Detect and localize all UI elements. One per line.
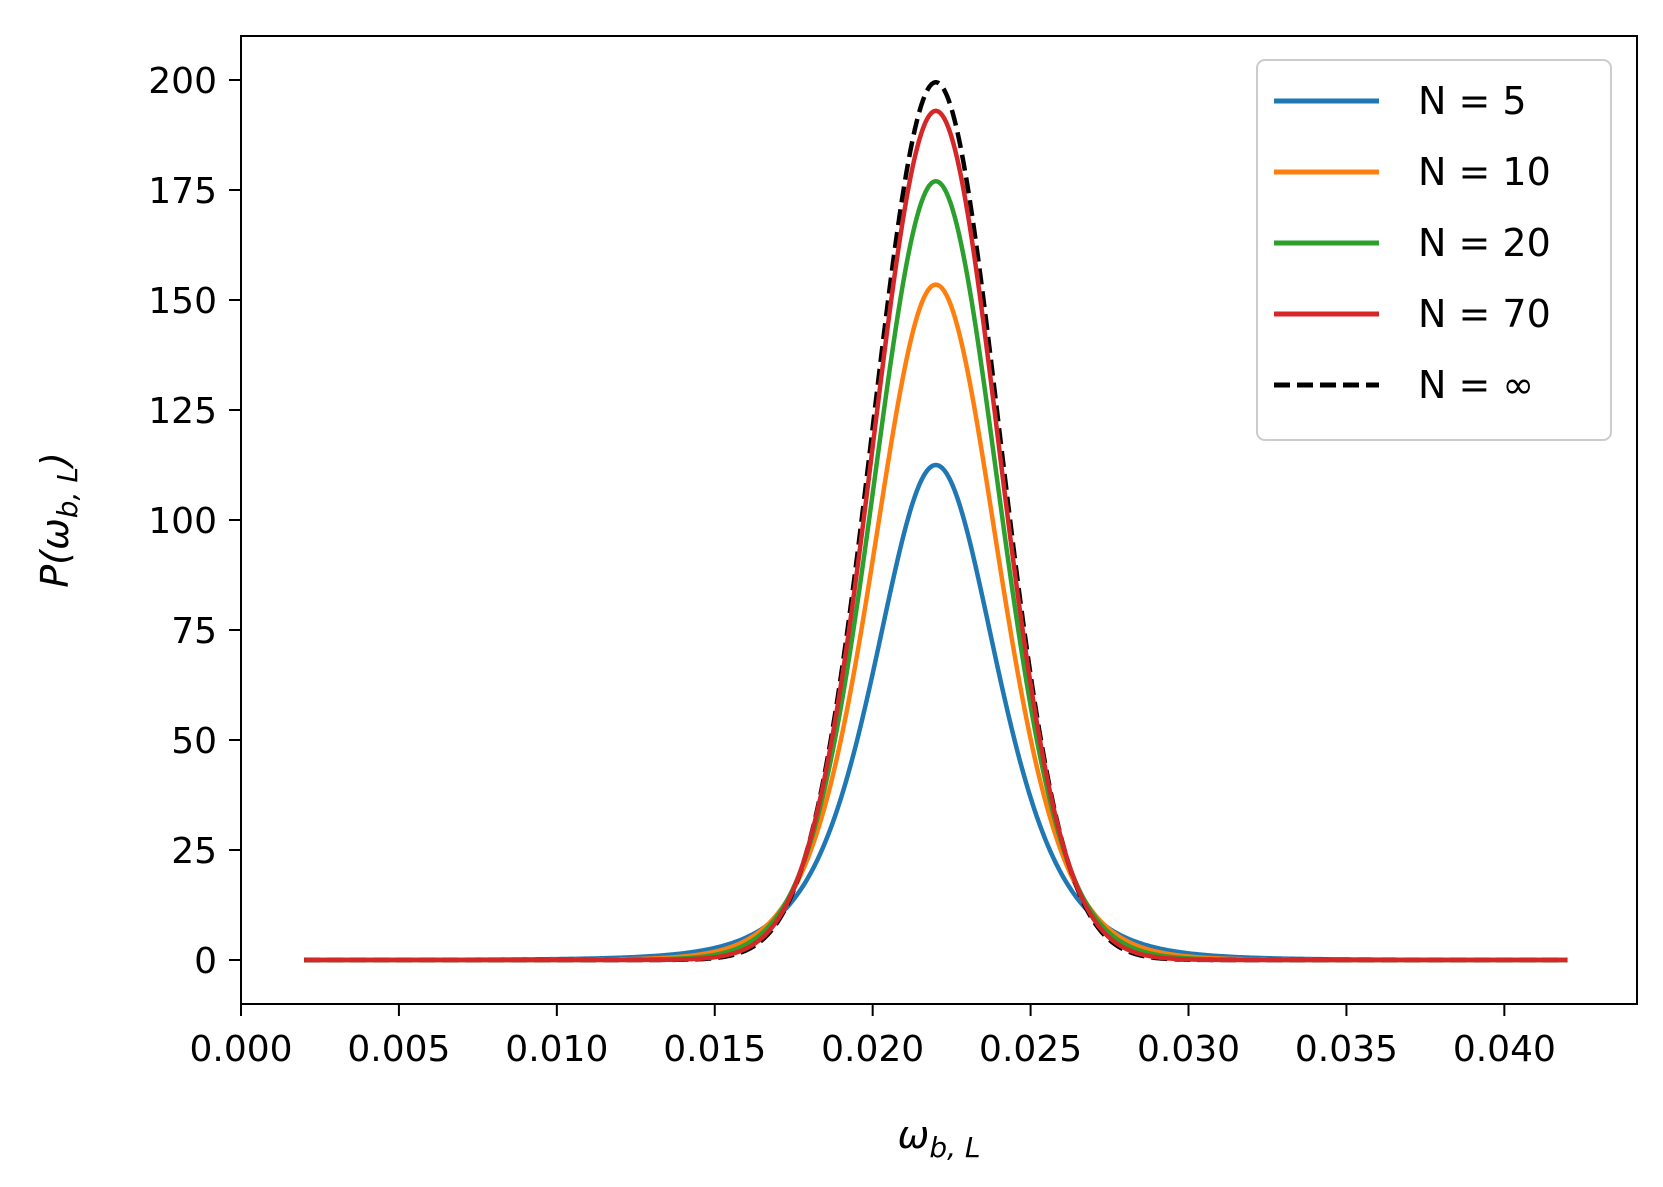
x-tick-label: 0.005 (347, 1029, 450, 1070)
y-tick-label: 0 (194, 941, 217, 982)
y-axis-label-prefix: P( (33, 548, 77, 588)
series-layer (304, 79, 1568, 963)
y-axis: 0 25 50 75 100 125 150 175 200 (148, 61, 241, 982)
y-tick-label: 125 (148, 391, 217, 432)
legend: N = 5 N = 10 N = 20 N = 70 N = ∞ (1256, 59, 1612, 441)
x-tick-label: 0.025 (979, 1029, 1082, 1070)
x-tick-label: 0.010 (505, 1029, 608, 1070)
y-axis-label: P(ωb, L) (33, 452, 84, 588)
legend-box (1256, 59, 1612, 441)
y-axis-label-base: ω (33, 518, 77, 550)
y-tick-label: 150 (148, 281, 217, 322)
legend-label: N = 10 (1418, 150, 1551, 194)
x-tick-label: 0.040 (1453, 1029, 1556, 1070)
x-tick-label: 0.020 (821, 1029, 924, 1070)
legend-label: N = 20 (1418, 221, 1551, 265)
legend-label: N = 5 (1418, 79, 1527, 123)
x-axis-label-subscript: b, L (929, 1131, 980, 1164)
y-axis-label-suffix: ) (33, 452, 77, 470)
x-axis-label: ωb, L (897, 1113, 980, 1164)
x-axis: 0.000 0.005 0.010 0.015 0.020 0.025 0.030 0.035… (189, 1004, 1556, 1070)
y-axis-label-subscript: b, L (51, 467, 84, 518)
x-axis-label-base: ω (897, 1113, 929, 1157)
y-tick-label: 175 (148, 171, 217, 212)
y-tick-label: 100 (148, 501, 217, 542)
y-tick-label: 25 (171, 831, 217, 872)
x-tick-label: 0.000 (189, 1029, 292, 1070)
y-tick-label: 50 (171, 721, 217, 762)
legend-label: N = ∞ (1418, 363, 1534, 407)
x-tick-label: 0.035 (1295, 1029, 1398, 1070)
x-tick-label: 0.030 (1137, 1029, 1240, 1070)
y-tick-label: 75 (171, 611, 217, 652)
x-tick-label: 0.015 (663, 1029, 766, 1070)
series-line-n-70 (304, 108, 1568, 963)
y-tick-label: 200 (148, 61, 217, 102)
legend-label: N = 70 (1418, 292, 1551, 336)
